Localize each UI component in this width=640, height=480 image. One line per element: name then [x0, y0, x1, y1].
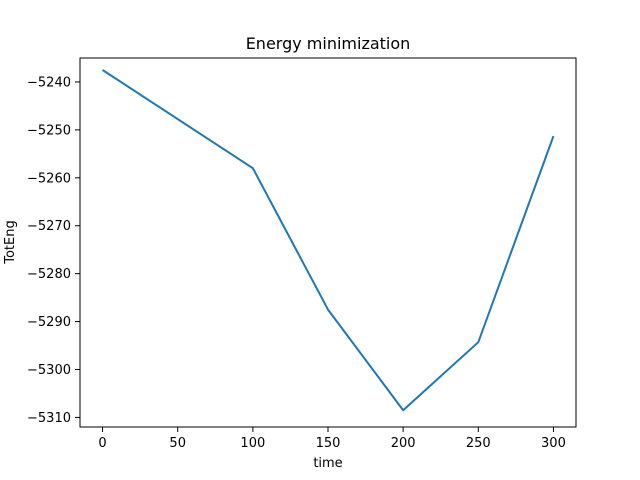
y-axis-label: TotEng	[3, 220, 18, 265]
y-tick-label: −5300	[27, 363, 71, 378]
y-tick-label: −5270	[27, 219, 71, 234]
x-tick-label: 0	[98, 436, 106, 451]
x-axis-label: time	[313, 456, 342, 471]
y-tick-label: −5280	[27, 267, 71, 282]
series-line	[102, 69, 555, 412]
y-tick-label: −5250	[27, 123, 71, 138]
plot-frame	[79, 57, 577, 428]
x-tick-label: 50	[169, 436, 186, 451]
x-tick-label: 300	[541, 436, 566, 451]
y-tick-label: −5240	[27, 75, 71, 90]
y-tick-label: −5310	[27, 411, 71, 426]
x-tick-label: 150	[316, 436, 341, 451]
chart-title: Energy minimization	[246, 34, 411, 53]
x-axis-ticks: 0 50 100 150 200 250 300	[98, 427, 566, 451]
x-tick-label: 200	[391, 436, 416, 451]
y-tick-label: −5290	[27, 315, 71, 330]
x-tick-label: 100	[240, 436, 265, 451]
y-axis-ticks: −5310 −5300 −5290 −5280 −5270 −5260 −5250 −5240	[27, 75, 80, 426]
x-tick-label: 250	[466, 436, 491, 451]
y-tick-label: −5260	[27, 171, 71, 186]
